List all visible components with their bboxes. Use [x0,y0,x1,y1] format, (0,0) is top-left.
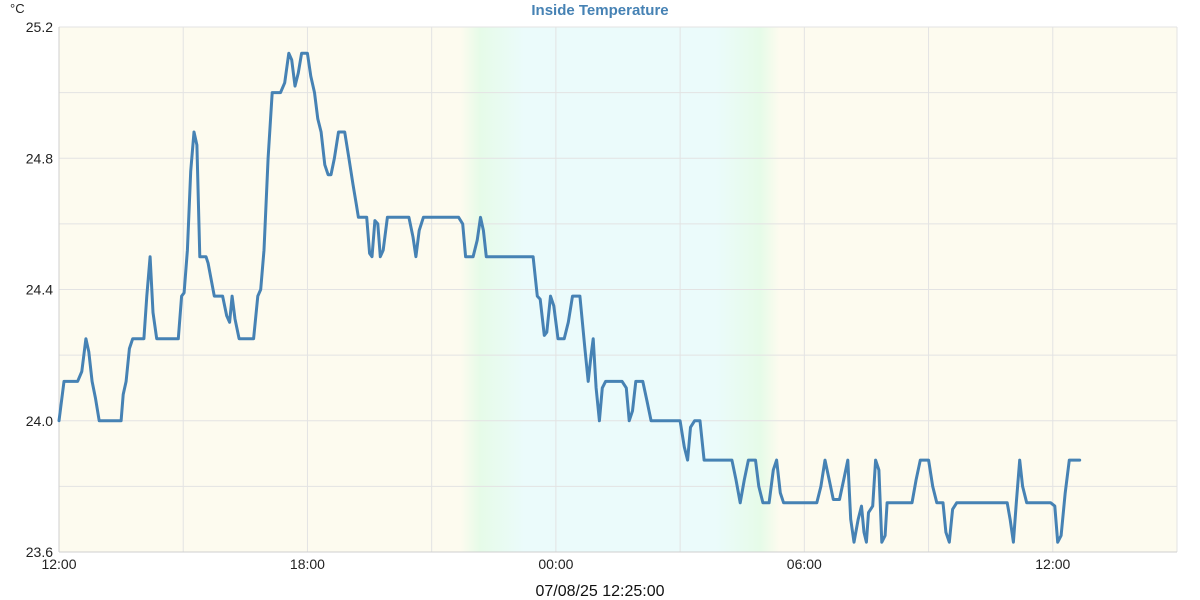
chart-title: Inside Temperature [531,2,668,19]
y-tick-label: 25.2 [26,19,53,35]
x-tick-label: 18:00 [290,556,325,572]
x-tick-label: 06:00 [787,556,822,572]
y-tick-label: 23.6 [26,544,53,560]
y-tick-label: 24.4 [26,282,53,298]
x-tick-labels: 12:00 18:00 00:00 06:00 12:00 [41,556,1070,572]
temperature-series-line [57,51,1082,544]
y-tick-label: 24.8 [26,150,53,166]
y-axis-unit: °C [10,1,25,16]
x-tick-label: 12:00 [41,556,76,572]
y-tick-labels: 23.6 24.0 24.4 24.8 25.2 [26,19,53,560]
axes [58,27,1177,553]
x-tick-label: 12:00 [1035,556,1070,572]
timestamp-label: 07/08/25 12:25:00 [535,583,664,600]
x-tick-label: 00:00 [538,556,573,572]
y-tick-label: 24.0 [26,413,53,429]
series-layer [57,51,1082,544]
